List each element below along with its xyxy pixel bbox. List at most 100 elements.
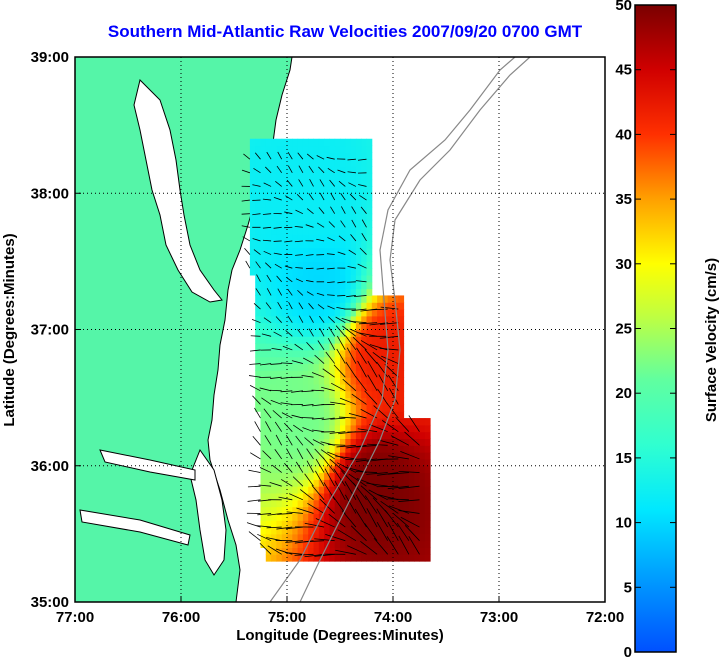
velocity-cell <box>366 179 373 187</box>
velocity-cell <box>355 493 362 501</box>
velocity-cell <box>313 377 320 385</box>
velocity-arrow <box>274 421 283 432</box>
velocity-cell <box>398 499 405 508</box>
velocity-cell <box>255 349 261 358</box>
velocity-cell <box>249 227 256 235</box>
velocity-cell <box>329 404 336 412</box>
velocity-arrow <box>380 500 399 514</box>
velocity-cell <box>350 254 357 262</box>
velocity-cell <box>355 554 362 562</box>
velocity-cell <box>255 220 261 228</box>
velocity-cell <box>302 397 309 405</box>
velocity-cell <box>281 227 288 235</box>
velocity-cell <box>271 268 277 276</box>
velocity-arrow <box>258 484 272 487</box>
velocity-cell <box>313 288 320 296</box>
velocity-cell <box>398 322 405 330</box>
x-axis: 77:00 76:00 75:00 74:00 73:00 72:00 <box>56 596 624 626</box>
velocity-arrow <box>248 469 261 473</box>
velocity-cell <box>308 281 314 290</box>
velocity-cell <box>265 343 272 351</box>
velocity-cell <box>387 479 394 487</box>
velocity-cell <box>260 322 267 330</box>
velocity-cell <box>393 479 399 487</box>
velocity-cell <box>355 315 362 324</box>
velocity-cell <box>408 547 415 555</box>
velocity-cell <box>324 302 330 310</box>
velocity-arrow <box>275 180 282 187</box>
velocity-cell <box>271 458 277 467</box>
colorbar-label: Surface Velocity (cm/s) <box>703 258 720 422</box>
velocity-arrow <box>398 499 420 502</box>
velocity-cell <box>276 431 283 439</box>
velocity-arrow <box>346 444 367 449</box>
velocity-cell <box>350 227 357 235</box>
velocity-cell <box>271 227 277 235</box>
velocity-cell <box>361 295 367 303</box>
velocity-cell <box>340 390 346 399</box>
velocity-cell <box>287 234 293 242</box>
velocity-cell <box>281 261 288 269</box>
velocity-cell <box>313 275 320 283</box>
velocity-cell <box>424 431 431 439</box>
velocity-arrow <box>349 328 367 337</box>
velocity-arrow <box>386 402 399 419</box>
velocity-cell <box>297 363 304 371</box>
velocity-cell <box>324 343 330 351</box>
velocity-cell <box>265 418 272 426</box>
velocity-cell <box>414 458 420 467</box>
velocity-cell <box>318 179 325 187</box>
velocity-arrow <box>330 382 346 392</box>
colorbar-tick-label: 5 <box>624 579 632 596</box>
velocity-cell <box>318 349 325 358</box>
velocity-cell <box>361 152 367 160</box>
velocity-cell <box>371 458 378 467</box>
velocity-cell <box>408 458 415 467</box>
velocity-cell <box>292 520 299 528</box>
velocity-cell <box>393 472 399 480</box>
velocity-cell <box>292 397 299 405</box>
velocity-cell <box>265 356 272 365</box>
velocity-arrow <box>285 330 293 337</box>
velocity-cell <box>377 315 383 324</box>
velocity-arrow <box>349 193 357 201</box>
velocity-cell <box>260 268 267 276</box>
velocity-cell <box>318 159 325 167</box>
velocity-cell <box>318 390 325 399</box>
velocity-cell <box>334 431 341 439</box>
velocity-cell <box>387 547 394 555</box>
velocity-cell <box>324 356 330 365</box>
velocity-cell <box>329 220 336 228</box>
velocity-cell <box>318 431 325 439</box>
velocity-cell <box>276 493 283 501</box>
velocity-cell <box>255 404 261 412</box>
velocity-arrow <box>338 235 346 242</box>
velocity-cell <box>276 281 283 290</box>
velocity-cell <box>260 513 267 521</box>
velocity-cell <box>361 554 367 562</box>
velocity-cell <box>398 384 405 392</box>
velocity-cell <box>350 547 357 555</box>
velocity-cell <box>287 302 293 310</box>
velocity-cell <box>302 452 309 460</box>
velocity-cell <box>313 200 320 208</box>
velocity-cell <box>292 479 299 487</box>
velocity-arrow <box>335 316 346 324</box>
velocity-cell <box>313 506 320 514</box>
velocity-cell <box>350 438 357 446</box>
velocity-cell <box>276 138 283 147</box>
velocity-cell <box>366 397 373 405</box>
velocity-cell <box>297 349 304 358</box>
velocity-cell <box>324 295 330 303</box>
velocity-arrow <box>333 468 346 487</box>
velocity-cell <box>345 295 352 303</box>
velocity-cell <box>424 465 431 474</box>
velocity-cell <box>318 404 325 412</box>
velocity-cell <box>292 424 299 433</box>
velocity-cell <box>260 206 267 215</box>
velocity-cell <box>308 547 314 555</box>
velocity-cell <box>398 445 405 453</box>
velocity-cell <box>334 254 341 262</box>
velocity-cell <box>318 465 325 474</box>
velocity-cell <box>345 145 352 153</box>
